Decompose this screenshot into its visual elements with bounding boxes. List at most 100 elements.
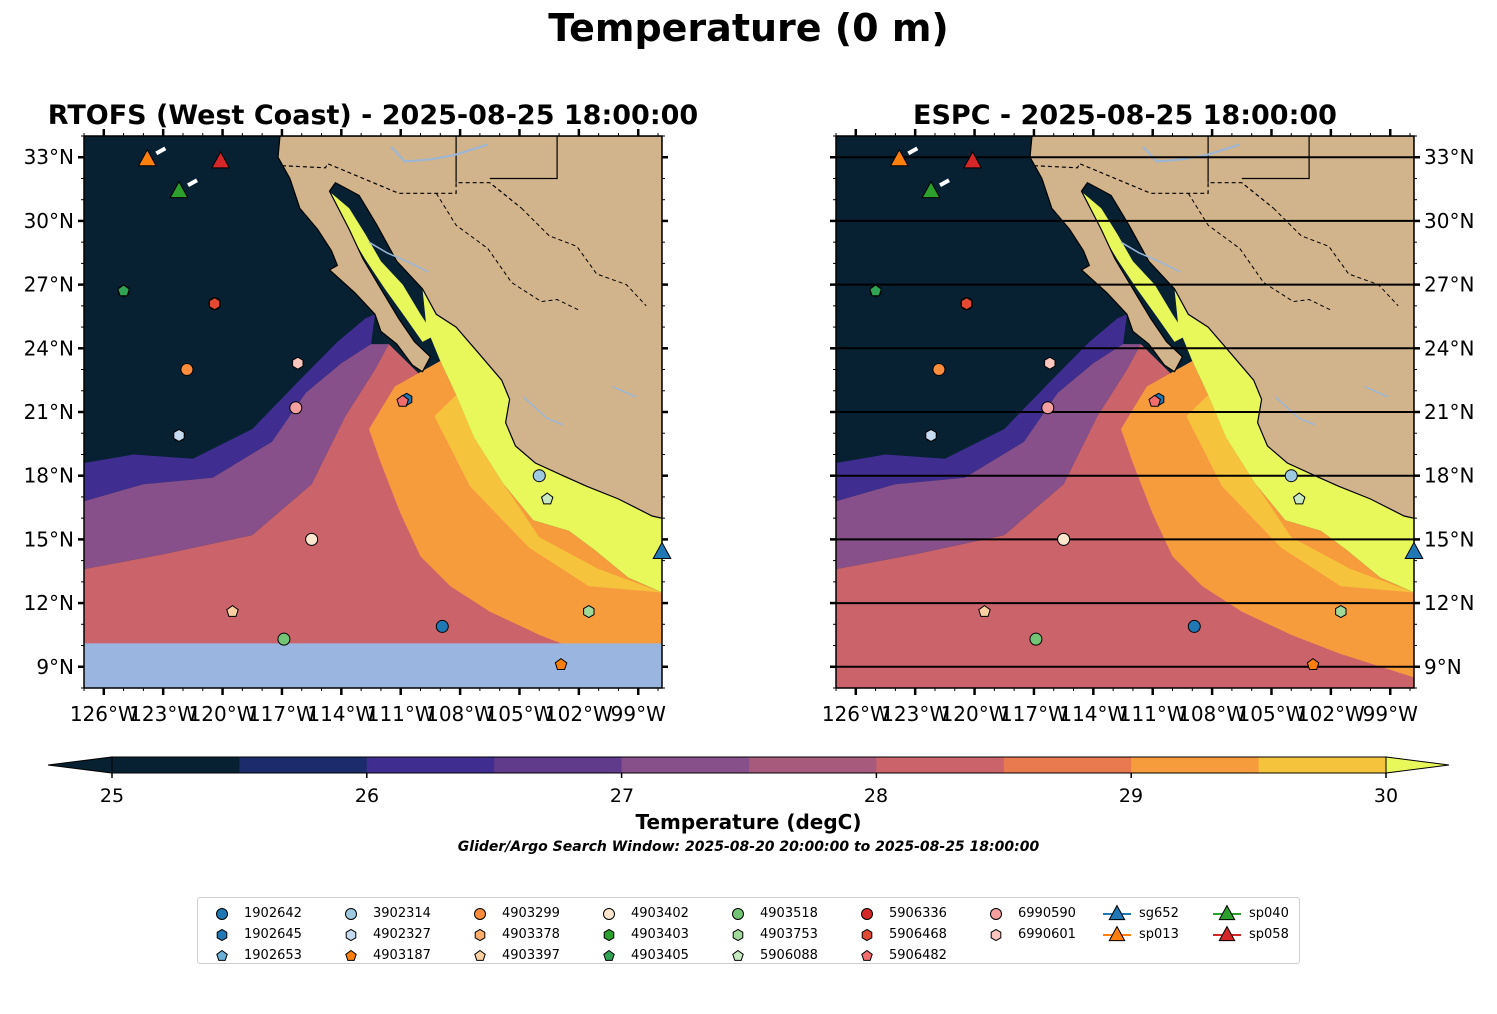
glider-track <box>939 178 950 187</box>
state-border <box>1187 193 1332 311</box>
legend-label: 5906088 <box>760 948 818 963</box>
lon-label: 111°W <box>367 702 435 726</box>
glider-track <box>187 178 198 187</box>
glider-marker-sg652[interactable] <box>1404 541 1424 559</box>
argo-marker-5906468[interactable] <box>208 297 221 311</box>
sst-contour-26 <box>84 314 375 502</box>
argo-marker-1902642[interactable] <box>1187 619 1201 633</box>
legend-label: 6990590 <box>1018 906 1076 921</box>
circle-marker-icon <box>206 903 238 924</box>
argo-marker-3902314[interactable] <box>532 469 546 483</box>
argo-marker-6990601[interactable] <box>292 356 304 370</box>
argo-marker-6990590[interactable] <box>289 401 303 415</box>
legend-item-5906468[interactable]: 5906468 <box>851 924 947 945</box>
legend-item-4903402[interactable]: 4903402 <box>593 903 689 924</box>
legend-label: sp013 <box>1139 927 1179 942</box>
legend-item-4903397[interactable]: 4903397 <box>464 945 560 966</box>
glider-marker-sp040[interactable] <box>169 180 189 199</box>
triangle-marker-icon <box>1101 903 1133 924</box>
legend-item-4903299[interactable]: 4903299 <box>464 903 560 924</box>
legend-item-4903753[interactable]: 4903753 <box>722 924 818 945</box>
argo-marker-4902327[interactable] <box>173 428 185 442</box>
legend-label: sg652 <box>1139 906 1179 921</box>
argo-marker-6990601[interactable] <box>1044 356 1056 370</box>
legend-item-5906482[interactable]: 5906482 <box>851 945 947 966</box>
legend-item-sp040[interactable]: sp040 <box>1211 903 1289 924</box>
argo-marker-4903405[interactable] <box>869 284 882 297</box>
argo-marker-6990590[interactable] <box>1041 401 1055 415</box>
legend-item-4903187[interactable]: 4903187 <box>335 945 431 966</box>
pentagon-marker-icon <box>851 945 883 966</box>
legend-item-6990601[interactable]: 6990601 <box>980 924 1076 945</box>
international-border <box>1033 162 1274 209</box>
colorbar-bin <box>1131 757 1260 773</box>
argo-marker-5906468[interactable] <box>960 297 973 311</box>
legend-item-1902645[interactable]: 1902645 <box>206 924 302 945</box>
legend-item-4903403[interactable]: 4903403 <box>593 924 689 945</box>
legend-label: 5906336 <box>889 906 947 921</box>
argo-marker-4903299[interactable] <box>180 363 194 377</box>
legend-item-5906336[interactable]: 5906336 <box>851 903 947 924</box>
legend-item-4903405[interactable]: 4903405 <box>593 945 689 966</box>
legend-item-sg652[interactable]: sg652 <box>1101 903 1179 924</box>
legend-column: 4903299 4903378 4903397 <box>464 903 560 966</box>
colorbar-tick: 27 <box>609 785 635 807</box>
river <box>1364 385 1389 398</box>
argo-marker-4903518[interactable] <box>1029 632 1043 646</box>
glider-marker-sp013[interactable] <box>137 148 157 167</box>
lat-label: 21°N <box>24 400 74 424</box>
glider-marker-sp058[interactable] <box>210 150 231 169</box>
argo-marker-5906088[interactable] <box>1292 492 1306 505</box>
argo-marker-4903187[interactable] <box>554 657 568 670</box>
argo-marker-4903405[interactable] <box>117 284 130 297</box>
argo-marker-1902642[interactable] <box>435 619 449 633</box>
argo-marker-5906482[interactable] <box>1148 394 1161 407</box>
glider-marker-sp058[interactable] <box>962 150 983 169</box>
argo-marker-5906088[interactable] <box>540 492 554 505</box>
colorbar-bin <box>112 757 240 773</box>
argo-marker-4903753[interactable] <box>583 605 595 619</box>
river <box>1120 241 1181 273</box>
lat-label: 33°N <box>1424 145 1474 169</box>
argo-marker-4903187[interactable] <box>1306 657 1320 670</box>
legend: 1902642 1902645 1902653 3902314 4902327 49031… <box>197 897 1300 964</box>
argo-marker-3902314[interactable] <box>1284 469 1298 483</box>
argo-marker-4903402[interactable] <box>305 532 319 546</box>
legend-item-4903378[interactable]: 4903378 <box>464 924 560 945</box>
argo-marker-4903299[interactable] <box>932 363 946 377</box>
legend-label: 4903378 <box>502 927 560 942</box>
legend-item-4902327[interactable]: 4902327 <box>335 924 431 945</box>
legend-label: 4902327 <box>373 927 431 942</box>
glider-marker-sp013[interactable] <box>889 148 909 167</box>
argo-marker-4903753[interactable] <box>1335 605 1347 619</box>
state-border <box>521 207 647 307</box>
legend-label: 4903187 <box>373 948 431 963</box>
legend-item-1902642[interactable]: 1902642 <box>206 903 302 924</box>
argo-marker-5906482[interactable] <box>396 394 409 407</box>
legend-item-1902653[interactable]: 1902653 <box>206 945 302 966</box>
legend-label: 4903299 <box>502 906 560 921</box>
lon-label: 120°W <box>941 702 1009 726</box>
glider-marker-sg652[interactable] <box>652 541 672 559</box>
argo-marker-4902327[interactable] <box>925 428 937 442</box>
glider-marker-sp040[interactable] <box>921 180 941 199</box>
lon-label: 120°W <box>189 702 257 726</box>
argo-marker-4903402[interactable] <box>1057 532 1071 546</box>
legend-item-5906088[interactable]: 5906088 <box>722 945 818 966</box>
argo-marker-4903397[interactable] <box>978 604 991 617</box>
argo-marker-4903397[interactable] <box>226 604 239 617</box>
legend-label: 6990601 <box>1018 927 1076 942</box>
legend-item-3902314[interactable]: 3902314 <box>335 903 431 924</box>
legend-item-6990590[interactable]: 6990590 <box>980 903 1076 924</box>
legend-item-sp058[interactable]: sp058 <box>1211 924 1289 945</box>
lat-label: 9°N <box>36 655 74 679</box>
legend-item-sp013[interactable]: sp013 <box>1101 924 1179 945</box>
legend-label: 1902642 <box>244 906 302 921</box>
river <box>522 396 564 426</box>
legend-item-4903518[interactable]: 4903518 <box>722 903 818 924</box>
argo-marker-4903518[interactable] <box>277 632 291 646</box>
legend-label: 1902645 <box>244 927 302 942</box>
lat-label: 15°N <box>1424 527 1474 551</box>
hexagon-marker-icon <box>980 924 1012 945</box>
legend-column: 1902642 1902645 1902653 <box>206 903 302 966</box>
